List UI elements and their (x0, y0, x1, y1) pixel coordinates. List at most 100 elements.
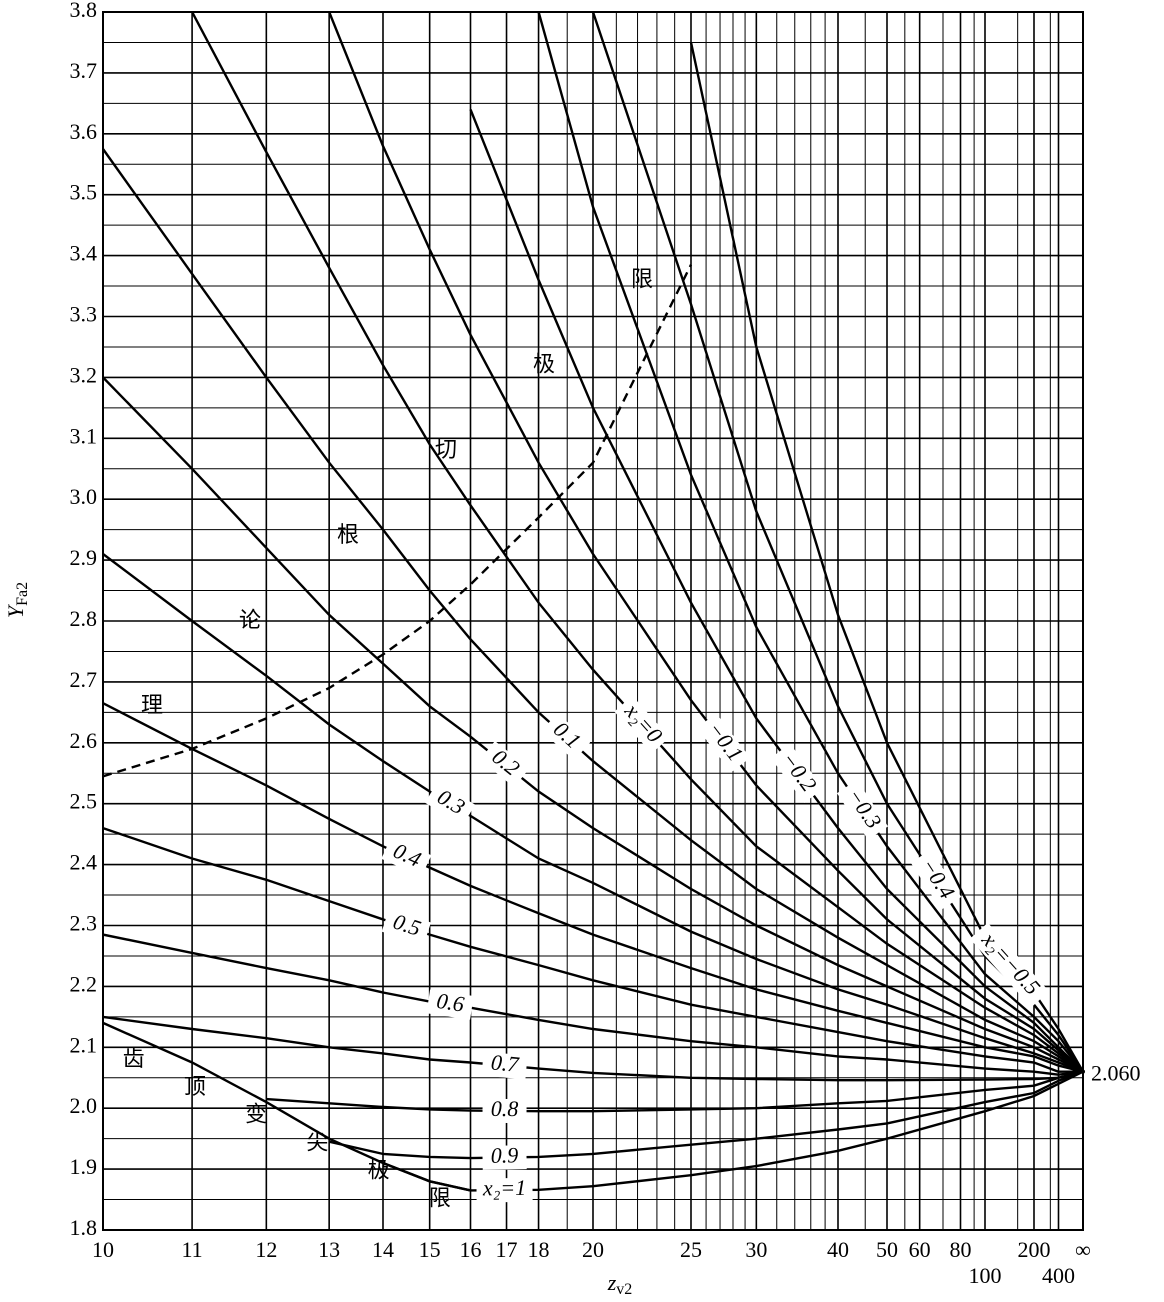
curve (103, 826, 1059, 1073)
y-tick-label: 3.6 (70, 119, 98, 144)
y-tick-label: 3.4 (70, 241, 98, 266)
y-axis-label: YFa2 (3, 582, 31, 618)
y-tick-label: 3.8 (70, 0, 98, 22)
y-tick-label: 2.1 (70, 1032, 98, 1057)
y-tick-label: 2.5 (70, 789, 98, 814)
series-label-char: 限 (429, 1186, 451, 1211)
curve (191, 12, 1060, 1055)
x-tick-label: 25 (680, 1237, 702, 1262)
curve (103, 553, 1059, 1064)
x-axis-label-sub: v2 (616, 1281, 632, 1298)
curve (103, 264, 693, 778)
x-tick-label: 100 (969, 1263, 1002, 1288)
y-tick-label: 2.4 (70, 850, 98, 875)
series-label-bg (381, 836, 432, 878)
series-label-group: 0.9 (482, 1142, 527, 1170)
series-label: x₂=1 (482, 1175, 526, 1200)
y-tick-label: 1.9 (70, 1154, 98, 1179)
x-tick-label: 400 (1042, 1263, 1075, 1288)
series-label: 0.7 (490, 1049, 521, 1076)
x-tick-label: 17 (496, 1237, 518, 1262)
series-label-bg (910, 849, 962, 910)
series-label-bg (479, 740, 530, 788)
series-label-bg (426, 989, 474, 1020)
series-label: 齿顶变尖极限 (123, 1046, 451, 1211)
curve (266, 1076, 1059, 1113)
series-label-bg (482, 1098, 527, 1124)
series-label-bg (381, 908, 431, 946)
series-label-char: 变 (245, 1102, 267, 1127)
y-tick-label: 2.2 (70, 971, 98, 996)
curve (103, 1021, 471, 1192)
series-label-bg (482, 1145, 527, 1170)
x-tick-label: 200 (1018, 1237, 1051, 1262)
series-label-char: 论 (239, 607, 261, 632)
series-label-char: 限 (631, 266, 653, 291)
x-tick-label: 14 (372, 1237, 394, 1262)
series-label-bg (481, 1051, 528, 1080)
series-label-bg (697, 713, 751, 773)
x-tick-label: 50 (876, 1237, 898, 1262)
curve (103, 702, 1059, 1067)
x-tick-label: 15 (419, 1237, 441, 1262)
series-label-char: 尖 (306, 1130, 328, 1155)
limit-label: 2.060 (1091, 1061, 1141, 1086)
x-tick-label: 12 (255, 1237, 277, 1262)
y-tick-label: 3.2 (70, 362, 98, 387)
y-tick-label: 2.3 (70, 911, 98, 936)
y-tick-label: 3.3 (70, 302, 98, 327)
y-tick-label: 3.5 (70, 180, 98, 205)
x-axis-label-main: z (607, 1270, 617, 1295)
x-tick-label: ∞ (1075, 1237, 1091, 1262)
series-label-group: 0.8 (482, 1096, 527, 1124)
limit-point (1081, 1069, 1085, 1074)
curve (103, 1015, 1059, 1082)
labels: 1.8 1.9 2.0 2.1 2.2 2.3 2.4 2.5 2.6 2.7 2.8 2.9 3.0 3… (70, 0, 1141, 1288)
curves (103, 12, 1083, 1192)
series-label-bg (836, 779, 889, 840)
series-label-char: 极 (533, 352, 555, 377)
curve (103, 376, 1060, 1061)
curve (103, 933, 1059, 1076)
series-label-group: −0.3 (836, 779, 889, 840)
y-tick-label: 1.8 (70, 1215, 98, 1240)
series-label-char: 根 (337, 522, 359, 547)
x-tick-label: 10 (92, 1237, 114, 1262)
series-label-group: 0.5 (381, 908, 431, 946)
x-tick-label: 30 (745, 1237, 767, 1262)
series-label-group: 0.4 (381, 836, 432, 878)
series-label-bg (614, 695, 670, 754)
series-label-char: 切 (435, 437, 457, 462)
curve (103, 148, 1060, 1058)
curve (328, 12, 1060, 1052)
x-tick-label: 60 (909, 1237, 931, 1262)
x-tick-label: 18 (528, 1237, 550, 1262)
y-tick-label: 3.1 (70, 423, 98, 448)
y-axis-label-sub: Fa2 (14, 582, 31, 606)
y-tick-label: 2.6 (70, 728, 98, 753)
series-label-bg (969, 922, 1050, 1008)
y-tick-label: 2.7 (70, 667, 98, 692)
y-tick-label: 3.0 (70, 484, 98, 509)
x-tick-label: 13 (318, 1237, 340, 1262)
series-label-bg (770, 743, 824, 803)
y-tick-label: 3.7 (70, 58, 98, 83)
series-label-char: 顶 (184, 1074, 206, 1099)
series-label-char: 理 (141, 693, 163, 718)
x-tick-label: 40 (827, 1237, 849, 1262)
curve (328, 1079, 1060, 1160)
series-label: 0.9 (491, 1142, 519, 1167)
series-label: 理 论 根 切 极 限 (141, 266, 653, 717)
x-tick-label: 80 (950, 1237, 972, 1262)
series-label-char: 齿 (123, 1046, 145, 1071)
limit-connector (1057, 1070, 1083, 1085)
series-label: 0.6 (435, 988, 466, 1017)
x-tick-label: 11 (181, 1237, 202, 1262)
series-label-group: x₂=1 (476, 1175, 533, 1203)
y-axis-label-main: Y (3, 603, 28, 618)
series-label-bg (425, 782, 476, 826)
x-tick-label: 20 (582, 1237, 604, 1262)
series-label: 0.8 (491, 1096, 519, 1121)
series-label-group: 0.6 (426, 988, 474, 1020)
